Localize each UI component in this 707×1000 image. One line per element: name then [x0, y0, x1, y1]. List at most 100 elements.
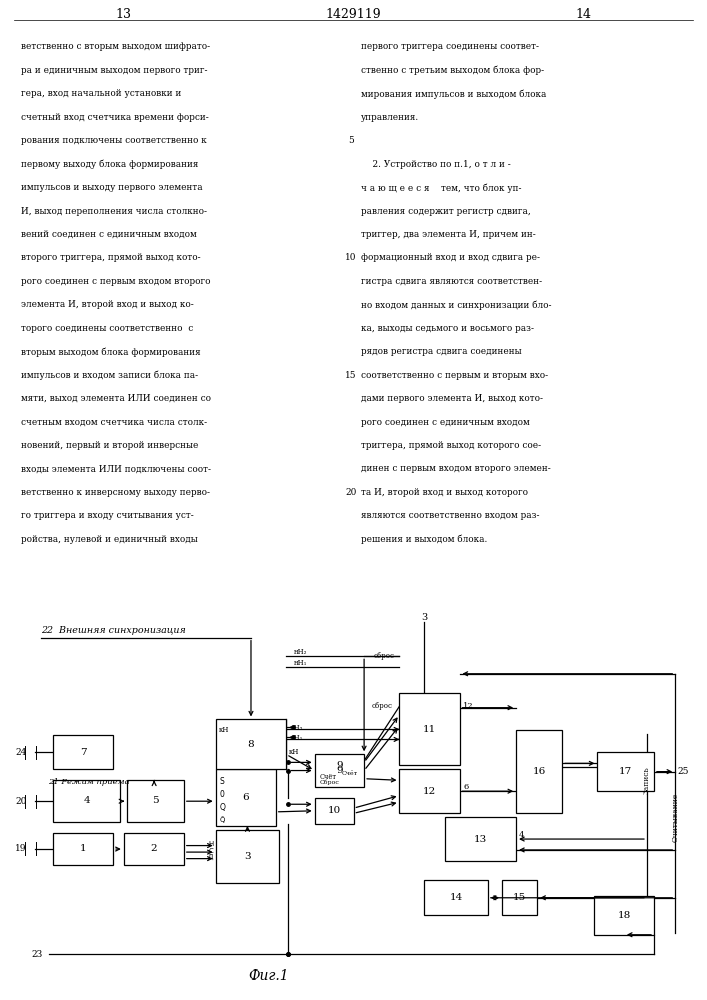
Text: мяти, выход элемента ИЛИ соединен со: мяти, выход элемента ИЛИ соединен со	[21, 394, 211, 403]
Text: 3: 3	[421, 613, 427, 622]
Text: S: S	[219, 777, 224, 786]
Text: 16: 16	[532, 767, 546, 776]
Text: первому выходу блока формирования: первому выходу блока формирования	[21, 160, 199, 169]
Text: рого соединен с единичным входом: рого соединен с единичным входом	[361, 418, 530, 427]
Bar	[216, 719, 286, 769]
Text: 24: 24	[16, 748, 27, 757]
Text: сброс: сброс	[373, 652, 395, 660]
Text: решения и выходом блока.: решения и выходом блока.	[361, 535, 487, 544]
Text: вений соединен с единичным входом: вений соединен с единичным входом	[21, 230, 197, 239]
Text: 25: 25	[677, 767, 689, 776]
Text: 10: 10	[327, 806, 341, 815]
Text: гистра сдвига являются соответствен-: гистра сдвига являются соответствен-	[361, 277, 542, 286]
Bar	[53, 780, 120, 822]
Text: Считывание: Считывание	[671, 793, 679, 842]
Text: 6: 6	[463, 783, 468, 791]
Text: торого соединены соответственно  с: торого соединены соответственно с	[21, 324, 194, 333]
Bar	[424, 880, 488, 915]
Bar	[594, 896, 654, 935]
Text: 13: 13	[474, 835, 487, 844]
Text: мирования импульсов и выходом блока: мирования импульсов и выходом блока	[361, 89, 546, 99]
Bar	[124, 833, 184, 865]
Text: динен с первым входом второго элемен-: динен с первым входом второго элемен-	[361, 464, 550, 473]
Text: та И, второй вход и выход которого: та И, второй вход и выход которого	[361, 488, 527, 497]
Bar	[399, 693, 460, 765]
Text: 14: 14	[450, 893, 462, 902]
Bar	[216, 830, 279, 883]
Text: 11: 11	[423, 725, 436, 734]
Text: 8: 8	[247, 740, 255, 749]
Text: рования подключены соответственно к: рования подключены соответственно к	[21, 136, 207, 145]
Bar	[399, 769, 460, 813]
Text: Счёт: Счёт	[342, 771, 358, 776]
Text: гера, вход начальной установки и: гера, вход начальной установки и	[21, 89, 182, 98]
Text: триггер, два элемента И, причем ин-: триггер, два элемента И, причем ин-	[361, 230, 535, 239]
Text: соответственно с первым и вторым вхо-: соответственно с первым и вторым вхо-	[361, 371, 548, 380]
Text: Сброс: Сброс	[320, 780, 339, 785]
Text: являются соответственно входом раз-: являются соответственно входом раз-	[361, 511, 539, 520]
Text: Фиг.1: Фиг.1	[248, 969, 289, 983]
Text: равления содержит регистр сдвига,: равления содержит регистр сдвига,	[361, 207, 530, 216]
Text: счетным входом счетчика числа столк-: счетным входом счетчика числа столк-	[21, 418, 207, 427]
Text: второго триггера, прямой выход кото-: второго триггера, прямой выход кото-	[21, 253, 201, 262]
Text: 12: 12	[463, 702, 474, 710]
Text: 3: 3	[244, 852, 251, 861]
Text: 6: 6	[243, 793, 249, 802]
Text: рого соединен с первым входом второго: рого соединен с первым входом второго	[21, 277, 211, 286]
Text: импульсов и входом записи блока па-: импульсов и входом записи блока па-	[21, 371, 199, 380]
Text: кН: кН	[219, 726, 230, 734]
Text: 4: 4	[518, 831, 524, 839]
Bar	[53, 735, 113, 769]
Bar	[445, 817, 516, 861]
Text: ственно с третьим выходом блока фор-: ственно с третьим выходом блока фор-	[361, 66, 544, 75]
Text: счетный вход счетчика времени форси-: счетный вход счетчика времени форси-	[21, 113, 209, 122]
Text: элемента И, второй вход и выход ко-: элемента И, второй вход и выход ко-	[21, 300, 194, 309]
Text: ветственно с вторым выходом шифрато-: ветственно с вторым выходом шифрато-	[21, 42, 211, 51]
Bar	[53, 833, 113, 865]
Text: формационный вход и вход сдвига ре-: формационный вход и вход сдвига ре-	[361, 253, 539, 262]
Text: ч а ю щ е е с я    тем, что блок уп-: ч а ю щ е е с я тем, что блок уп-	[361, 183, 521, 193]
Text: нН₂: нН₂	[290, 724, 303, 732]
Text: триггера, прямой выход которого сое-: триггера, прямой выход которого сое-	[361, 441, 541, 450]
Text: ра и единичным выходом первого триг-: ра и единичным выходом первого триг-	[21, 66, 208, 75]
Bar	[597, 752, 654, 791]
Text: 1429119: 1429119	[326, 8, 381, 21]
Text: Запись: Запись	[643, 766, 651, 794]
Text: 22  Внешняя синхронизация: 22 Внешняя синхронизация	[41, 626, 186, 635]
Text: рядов регистра сдвига соединены: рядов регистра сдвига соединены	[361, 347, 521, 356]
Text: 1: 1	[80, 844, 86, 853]
Text: 4: 4	[83, 796, 90, 805]
Text: Q̄: Q̄	[219, 816, 225, 823]
Text: 23: 23	[31, 950, 42, 959]
Text: сброс: сброс	[371, 702, 392, 710]
Text: С: С	[209, 848, 214, 854]
Text: ветственно к инверсному выходу перво-: ветственно к инверсному выходу перво-	[21, 488, 210, 497]
Text: 5: 5	[152, 796, 159, 805]
Text: 10: 10	[345, 253, 356, 262]
Text: 17: 17	[619, 767, 632, 776]
Text: 15: 15	[345, 371, 356, 380]
Bar	[127, 780, 184, 822]
Text: 15: 15	[513, 893, 526, 902]
Text: Н: Н	[209, 841, 214, 847]
Text: го триггера и входу считывания уст-: го триггера и входу считывания уст-	[21, 511, 194, 520]
Text: 20: 20	[345, 488, 356, 497]
Text: Д: Д	[208, 854, 214, 860]
Text: 19: 19	[16, 844, 27, 853]
Text: 7: 7	[80, 748, 86, 757]
Text: управления.: управления.	[361, 113, 419, 122]
Text: нН₁: нН₁	[293, 659, 307, 667]
Bar	[516, 730, 562, 813]
Text: нН₂: нН₂	[293, 648, 307, 656]
Text: входы элемента ИЛИ подключены соот-: входы элемента ИЛИ подключены соот-	[21, 464, 211, 473]
Text: новений, первый и второй инверсные: новений, первый и второй инверсные	[21, 441, 199, 450]
Text: 9: 9	[336, 761, 343, 770]
Text: импульсов и выходу первого элемента: импульсов и выходу первого элемента	[21, 183, 203, 192]
Bar	[502, 880, 537, 915]
Text: 2. Устройство по п.1, о т л и -: 2. Устройство по п.1, о т л и -	[361, 160, 510, 169]
Text: 21 Режим приема: 21 Режим приема	[48, 778, 129, 786]
Text: 12: 12	[423, 787, 436, 796]
Text: 5: 5	[348, 136, 354, 145]
Text: но входом данных и синхронизации бло-: но входом данных и синхронизации бло-	[361, 300, 551, 310]
Text: Q: Q	[219, 803, 225, 812]
